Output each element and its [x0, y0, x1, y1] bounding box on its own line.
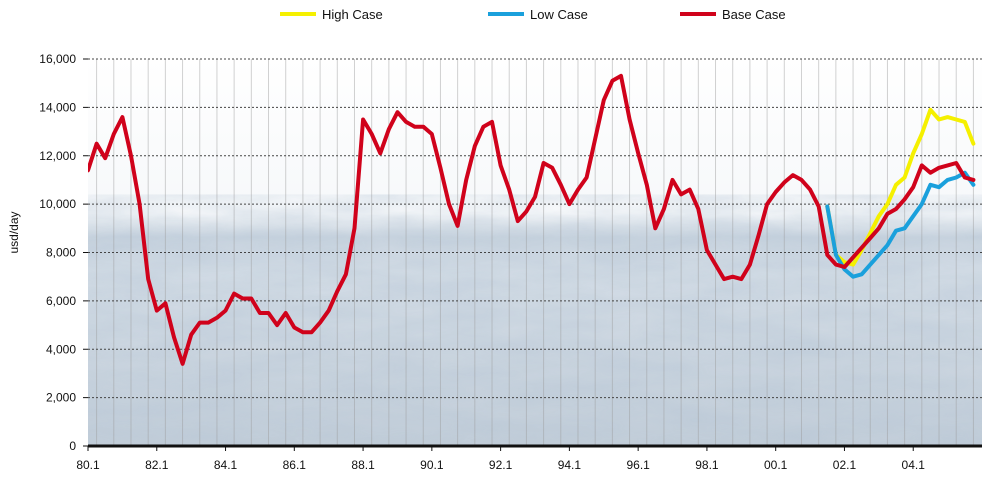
x-tick-label: 04.1	[902, 458, 926, 472]
legend: High Case Low Case Base Case	[280, 7, 786, 22]
y-tick-label: 4,000	[46, 342, 76, 356]
water-texture	[88, 194, 982, 446]
x-tick-label: 82.1	[145, 458, 169, 472]
y-tick-label: 16,000	[39, 52, 76, 66]
series-lines	[88, 73, 976, 366]
legend-label-high-case: High Case	[322, 7, 383, 22]
horizontal-gridlines	[88, 58, 982, 399]
y-tick-label: 10,000	[39, 197, 76, 211]
y-tick-label: 8,000	[46, 246, 76, 260]
x-tick-labels: 80.1 82.1 84.1 86.1 88.1 90.1 92.1 94.1 96.1 98.1…	[76, 458, 925, 472]
y-tick-label: 14,000	[39, 100, 76, 114]
y-tick-label: 6,000	[46, 294, 76, 308]
y-tick-label: 0	[69, 439, 76, 453]
series-line-high-case	[825, 107, 976, 267]
x-tick-label: 94.1	[558, 458, 582, 472]
x-tick-label: 96.1	[626, 458, 650, 472]
x-tick-label: 90.1	[420, 458, 444, 472]
x-tick-label: 84.1	[214, 458, 238, 472]
y-tick-label: 2,000	[46, 391, 76, 405]
x-tick-label: 88.1	[351, 458, 375, 472]
plot-background	[88, 59, 982, 446]
x-tick-label: 80.1	[76, 458, 100, 472]
y-tick-labels: 0 2,000 4,000 6,000 8,000 10,000 12,000 14,000 1…	[39, 52, 76, 453]
x-tick-label: 02.1	[833, 458, 857, 472]
x-tick-label: 92.1	[489, 458, 513, 472]
x-tick-label: 86.1	[283, 458, 307, 472]
x-tick-label: 00.1	[764, 458, 788, 472]
legend-label-low-case: Low Case	[530, 7, 588, 22]
y-tick-label: 12,000	[39, 149, 76, 163]
legend-label-base-case: Base Case	[722, 7, 786, 22]
y-axis-label: usd/day	[7, 211, 21, 253]
series-line-base-case	[88, 73, 976, 366]
axes	[83, 58, 982, 451]
x-tick-label: 98.1	[695, 458, 719, 472]
series-line-low-case	[825, 170, 976, 279]
